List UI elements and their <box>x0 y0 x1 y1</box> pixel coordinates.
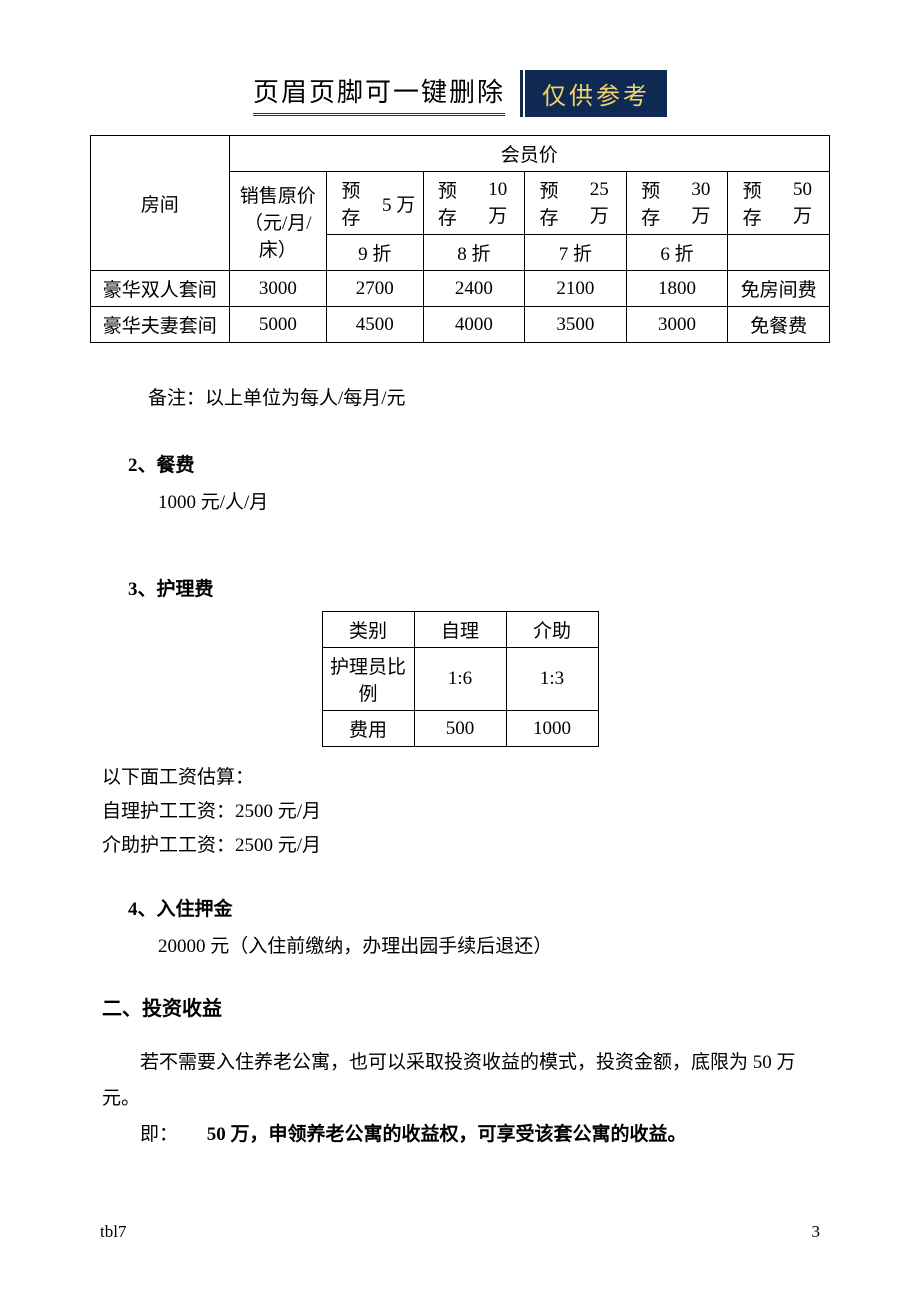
nursing-r1c1: 护理员比例 <box>322 648 414 711</box>
header-text: 页眉页脚可一键删除 <box>253 72 505 116</box>
cell-1-3: 3000 <box>626 307 728 343</box>
investment-bold-line: 即： 50 万，申领养老公寓的收益权，可享受该套公寓的收益。 <box>102 1117 830 1153</box>
nursing-r1c3: 1:3 <box>506 648 598 711</box>
room-name-0: 豪华双人套间 <box>91 271 230 307</box>
investment-content: 50 万，申领养老公寓的收益权，可享受该套公寓的收益。 <box>207 1124 687 1145</box>
investment-title: 二、投资收益 <box>102 992 830 1021</box>
nursing-h2: 自理 <box>414 612 506 648</box>
room-name-1: 豪华夫妻套间 <box>91 307 230 343</box>
col-room-header: 房间 <box>91 136 230 271</box>
nursing-r2c3: 1000 <box>506 711 598 747</box>
nursing-r1c2: 1:6 <box>414 648 506 711</box>
cell-0-4: 免房间费 <box>728 271 830 307</box>
nursing-h1: 类别 <box>322 612 414 648</box>
section-3-line1: 以下面工资估算： <box>102 761 830 795</box>
nursing-r2c1: 费用 <box>322 711 414 747</box>
deposit-prefix-2: 预存 <box>525 172 573 235</box>
cell-0-2: 2100 <box>525 271 627 307</box>
room-price-1: 5000 <box>229 307 327 343</box>
cell-0-0: 2700 <box>327 271 423 307</box>
investment-label: 即： <box>102 1117 202 1153</box>
footer-left: tbl7 <box>100 1222 126 1242</box>
deposit-prefix-1: 预存 <box>423 172 471 235</box>
deposit-amount-0: 5 万 <box>375 172 423 235</box>
original-price-label: 销售原价 （元/月/床） <box>229 172 327 271</box>
pricing-table: 房间 会员价 销售原价 （元/月/床） 预存 5 万 预存 10 万 预存 25… <box>90 135 830 343</box>
section-3-line3: 介助护工工资：2500 元/月 <box>102 829 830 863</box>
discount-3: 6 折 <box>626 235 728 271</box>
nursing-h3: 介助 <box>506 612 598 648</box>
section-3-line2: 自理护工工资：2500 元/月 <box>102 795 830 829</box>
deposit-amount-4: 50 万 <box>776 172 829 235</box>
page-header: 页眉页脚可一键删除 仅供参考 <box>90 70 830 117</box>
cell-1-0: 4500 <box>327 307 423 343</box>
discount-4 <box>728 235 830 271</box>
cell-1-2: 3500 <box>525 307 627 343</box>
original-price-text: 销售原价 <box>240 186 316 207</box>
section-2-body: 1000 元/人/月 <box>158 487 830 514</box>
deposit-amount-3: 30 万 <box>674 172 727 235</box>
original-price-unit: （元/月/床） <box>244 213 312 261</box>
page-footer: tbl7 3 <box>100 1222 820 1242</box>
section-4-title: 4、入住押金 <box>128 894 830 921</box>
header-badge: 仅供参考 <box>525 70 667 117</box>
investment-paragraph: 若不需要入住养老公寓，也可以采取投资收益的模式，投资金额，底限为 50 万元。 <box>102 1045 830 1117</box>
deposit-amount-1: 10 万 <box>471 172 524 235</box>
discount-2: 7 折 <box>525 235 627 271</box>
deposit-prefix-3: 预存 <box>626 172 674 235</box>
note-text: 备注：以上单位为每人/每月/元 <box>148 383 830 410</box>
room-price-0: 3000 <box>229 271 327 307</box>
nursing-r2c2: 500 <box>414 711 506 747</box>
deposit-prefix-0: 预存 <box>327 172 375 235</box>
cell-1-4: 免餐费 <box>728 307 830 343</box>
table-row: 豪华夫妻套间 5000 4500 4000 3500 3000 免餐费 <box>91 307 830 343</box>
footer-right: 3 <box>812 1222 821 1242</box>
cell-1-1: 4000 <box>423 307 525 343</box>
nursing-table: 类别 自理 介助 护理员比例 1:6 1:3 费用 500 1000 <box>322 611 599 747</box>
discount-0: 9 折 <box>327 235 423 271</box>
cell-0-1: 2400 <box>423 271 525 307</box>
deposit-prefix-4: 预存 <box>728 172 776 235</box>
section-3-title: 3、护理费 <box>128 574 830 601</box>
cell-0-3: 1800 <box>626 271 728 307</box>
section-2-title: 2、餐费 <box>128 450 830 477</box>
section-4-body: 20000 元（入住前缴纳，办理出园手续后退还） <box>158 931 830 958</box>
discount-1: 8 折 <box>423 235 525 271</box>
member-price-header: 会员价 <box>229 136 829 172</box>
table-row: 豪华双人套间 3000 2700 2400 2100 1800 免房间费 <box>91 271 830 307</box>
deposit-amount-2: 25 万 <box>573 172 626 235</box>
